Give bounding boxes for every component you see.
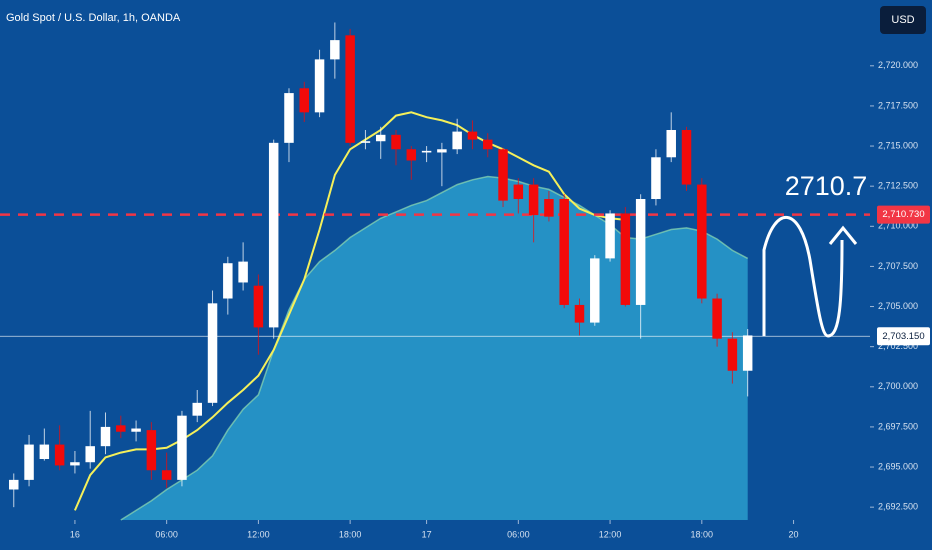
candle-body	[421, 150, 432, 153]
price-annotation: 2710.7	[785, 171, 868, 201]
plot-area	[0, 22, 874, 524]
candle-body	[620, 213, 631, 305]
last-price-label: 2,703.150	[882, 331, 924, 342]
candle-body	[483, 139, 493, 150]
candle-body	[24, 444, 34, 480]
candle-body	[268, 142, 279, 328]
chart-title: Gold Spot / U.S. Dollar, 1h, OANDA	[6, 12, 181, 24]
candle-body	[712, 298, 722, 339]
arrow-annotation	[762, 216, 858, 338]
x-tick-label: 18:00	[339, 529, 362, 539]
candle-body	[651, 157, 661, 200]
currency-button[interactable]: USD	[880, 6, 926, 34]
candle-body	[574, 304, 585, 323]
y-tick-label: 2,707.500	[878, 261, 918, 271]
x-tick-label: 17	[422, 529, 432, 539]
candle-body	[39, 444, 50, 460]
y-tick-label: 2,695.000	[878, 461, 918, 471]
last-price-tag	[877, 327, 930, 346]
y-tick-label: 2,702.500	[878, 341, 918, 351]
candle-body	[9, 479, 19, 490]
y-tick-label: 2,715.000	[878, 140, 918, 150]
candle-body	[437, 149, 447, 153]
candle-body	[375, 134, 386, 142]
candle-body	[100, 426, 111, 447]
candle-body	[605, 213, 615, 259]
candle-body	[498, 149, 508, 201]
candle-body	[192, 402, 202, 416]
candle-body	[131, 428, 141, 432]
candle-body	[238, 261, 248, 283]
x-tick-label: 06:00	[507, 529, 530, 539]
x-tick-label: 12:00	[247, 529, 270, 539]
candle-body	[513, 184, 524, 200]
y-tick-label: 2,697.500	[878, 421, 918, 431]
candle-body	[70, 462, 80, 466]
candle-body	[207, 303, 218, 403]
candle-body	[681, 130, 692, 185]
y-tick-label: 2,717.500	[878, 100, 918, 110]
x-tick-label: 20	[789, 529, 799, 539]
candle-body	[528, 184, 539, 216]
candle-body	[146, 430, 157, 471]
candle-body	[697, 184, 707, 299]
candle-body	[666, 130, 676, 158]
y-tick-label: 2,720.000	[878, 60, 918, 70]
y-tick-label: 2,712.500	[878, 181, 918, 191]
currency-button-bg[interactable]	[880, 6, 926, 34]
candle-body	[314, 59, 325, 113]
candle-body	[177, 415, 187, 480]
x-tick-label: 16	[70, 529, 80, 539]
candle-body	[590, 258, 600, 323]
candle-body	[54, 444, 65, 466]
x-tick-label: 18:00	[691, 529, 714, 539]
level-label: 2,710.730	[882, 209, 924, 220]
currency-label[interactable]: USD	[891, 14, 914, 26]
candle-body	[85, 446, 95, 463]
level-tag	[877, 205, 930, 224]
candle-body	[116, 425, 126, 432]
y-tick-label: 2,700.000	[878, 381, 918, 391]
candle-body	[223, 263, 233, 299]
candle-body	[559, 199, 569, 305]
candle-body	[544, 199, 554, 217]
y-tick-label: 2,710.000	[878, 221, 918, 231]
candle-body	[253, 285, 264, 328]
candle-body	[452, 131, 462, 150]
candle-body	[391, 134, 401, 150]
y-tick-label: 2,705.000	[878, 301, 918, 311]
candle-body	[284, 93, 294, 143]
candle-body	[330, 40, 340, 60]
candle-body	[727, 338, 738, 371]
candle-body	[635, 199, 646, 305]
x-tick-label: 12:00	[599, 529, 622, 539]
candle-body	[406, 149, 417, 161]
candle-body	[299, 88, 310, 113]
candle-body	[467, 131, 478, 140]
moving-average-line	[73, 111, 626, 511]
candle-body	[345, 35, 355, 143]
candle-body	[360, 141, 371, 143]
x-tick-label: 06:00	[155, 529, 178, 539]
candle-body	[742, 335, 753, 371]
y-tick-label: 2,692.500	[878, 502, 918, 512]
candle-body	[161, 470, 172, 480]
